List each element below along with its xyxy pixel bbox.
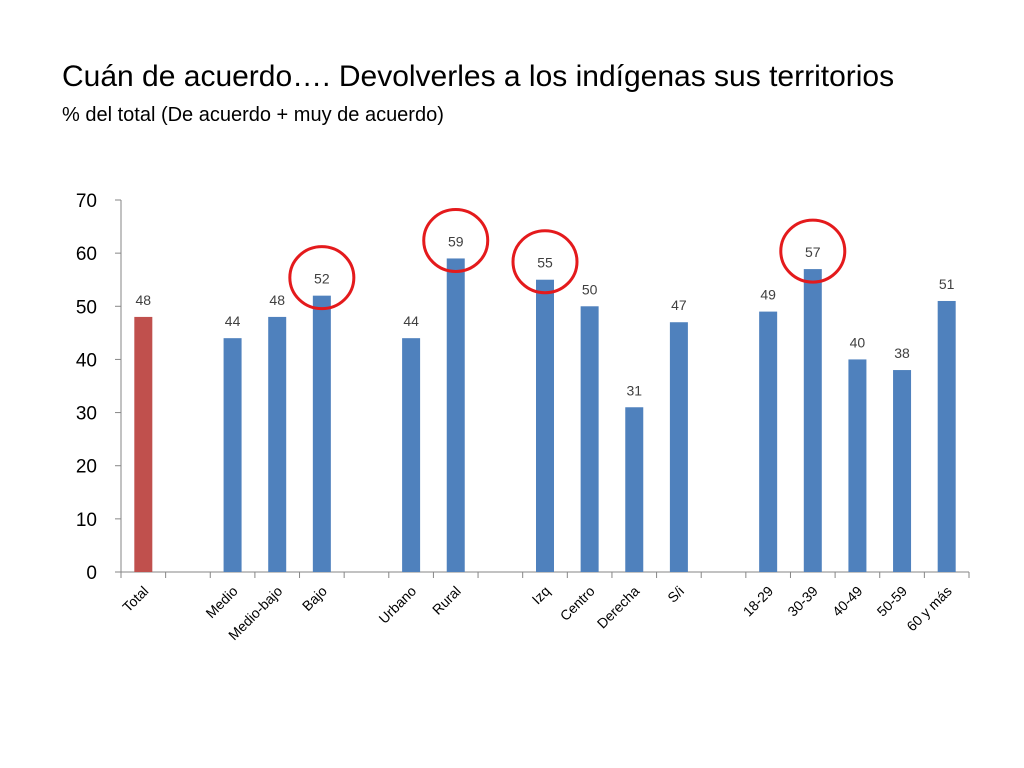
bar-50-59: [893, 370, 912, 572]
bar-derecha: [625, 407, 644, 572]
x-tick-label: Urbano: [375, 583, 419, 627]
x-tick-label: S/i: [664, 583, 687, 606]
bar-total: [134, 316, 153, 572]
bar-40-49: [848, 359, 867, 572]
x-tick-label: Izq: [529, 583, 554, 608]
data-label: 57: [805, 244, 821, 260]
y-tick-label: 40: [76, 350, 97, 371]
y-tick-label: 70: [76, 191, 97, 212]
bar-bajo: [312, 295, 331, 572]
x-tick-label: Rural: [429, 583, 464, 618]
x-tick-label: Derecha: [594, 583, 643, 632]
highlight-circle: [288, 245, 356, 311]
bar-30-39: [803, 269, 822, 572]
y-tick-label: 50: [76, 297, 97, 318]
bar-medio-bajo: [268, 316, 287, 572]
bar-urbano: [402, 338, 421, 572]
y-tick-label: 0: [86, 563, 97, 584]
data-label: 38: [894, 345, 910, 361]
data-label: 40: [850, 334, 866, 350]
bar-medio: [223, 338, 242, 572]
y-tick-label: 60: [76, 244, 97, 265]
data-label: 59: [448, 233, 464, 249]
data-label: 51: [939, 276, 955, 292]
x-tick-label: Bajo: [299, 583, 330, 614]
x-tick-label: 40-49: [829, 583, 866, 620]
x-tick-label: Medio: [202, 583, 240, 621]
data-label: 48: [136, 292, 152, 308]
bar-izq: [536, 279, 554, 572]
bar-18-29: [759, 311, 778, 572]
highlight-circle: [422, 207, 490, 273]
data-label: 44: [403, 313, 419, 329]
slide-title: Cuán de acuerdo…. Devolverles a los indí…: [62, 60, 895, 93]
slide-subtitle: % del total (De acuerdo + muy de acuerdo…: [62, 104, 444, 126]
x-tick-label: 30-39: [784, 583, 821, 620]
x-tick-label: Centro: [557, 583, 598, 624]
x-tick-label: 18-29: [740, 583, 777, 620]
y-tick-label: 20: [76, 457, 97, 478]
y-tick-label: 30: [76, 404, 97, 425]
data-label: 50: [582, 281, 598, 297]
data-label: 48: [269, 292, 285, 308]
x-tick-label: 60 y más: [903, 583, 954, 634]
data-label: 52: [314, 271, 330, 287]
bar-60-y-m-s: [937, 300, 956, 572]
bar-rural: [446, 258, 465, 572]
data-label: 49: [760, 287, 776, 303]
data-label: 44: [225, 313, 241, 329]
data-label: 55: [537, 255, 553, 271]
data-label: 31: [626, 382, 642, 398]
highlight-circle: [511, 229, 579, 295]
x-tick-label: 50-59: [874, 583, 911, 620]
bar-s-i: [669, 322, 688, 572]
y-tick-label: 10: [76, 510, 97, 531]
data-label: 47: [671, 297, 687, 313]
bar-centro: [580, 306, 599, 572]
x-tick-label: Total: [119, 583, 151, 615]
highlight-circle: [779, 218, 847, 284]
